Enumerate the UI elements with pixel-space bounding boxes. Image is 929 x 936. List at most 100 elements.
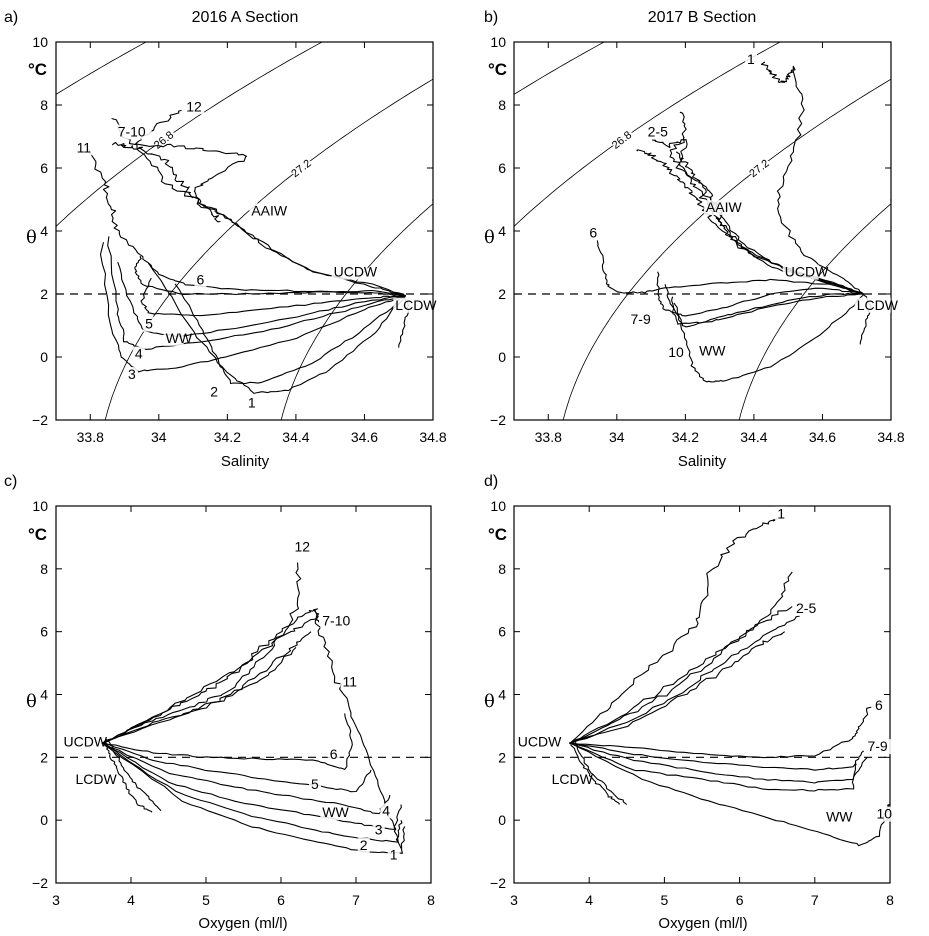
panel-b-y-label: θ: [484, 227, 495, 248]
annotation-bg: [320, 613, 357, 629]
annotation-bg: [872, 698, 885, 714]
y-tick-label: 0: [498, 349, 506, 365]
x-tick-label: 8: [886, 892, 894, 908]
annotation-label: 3: [375, 821, 383, 837]
annotation-bg: [703, 200, 740, 216]
isopycnal-label: 26.4: [476, 101, 500, 124]
profile-line: [101, 647, 297, 744]
annotation-bg: [340, 674, 361, 690]
annotation-label: 3: [128, 366, 136, 382]
panel-a-letter: a): [4, 9, 18, 26]
profile-line: [570, 742, 865, 771]
annotation-label: 11: [343, 674, 358, 690]
x-tick-label: 34.4: [740, 429, 767, 445]
annotation-bg: [163, 330, 184, 346]
panel-b: b) 2017 B Section 2626.426.827.227.62828…: [35, 9, 912, 470]
annotation-bg: [824, 809, 845, 825]
y-tick-label: −2: [490, 412, 506, 428]
x-tick-label: 34.8: [877, 429, 904, 445]
panel-d: d) 3 4 5 6 7 8 −2 0 2 4 6 8 10 1 2-5 6 UCDW 7-9 LCDW WW 10…: [484, 473, 895, 932]
profile-line: [140, 277, 406, 317]
annotation-bg: [372, 822, 385, 838]
annotation-bg: [549, 772, 586, 788]
y-tick-label: 0: [40, 349, 48, 365]
panel-b-profiles: [596, 61, 872, 383]
isopycnal-27-6: [280, 203, 433, 420]
annotation-label: 2: [210, 383, 218, 399]
isopycnal-label: 28.4: [632, 378, 656, 401]
panel-d-profiles: [568, 518, 890, 847]
annotation-bg: [143, 316, 156, 332]
annotation-bg: [320, 805, 341, 821]
profile-line: [568, 742, 857, 792]
annotation-bg: [125, 367, 138, 383]
profile-line: [313, 608, 402, 849]
annotation-label: 6: [197, 272, 205, 288]
isopycnal-28-4: [633, 42, 929, 420]
panel-b-annotations: 1 2-5 AAIW 6 UCDW LCDW 7-9 10 WW: [587, 51, 899, 360]
annotation-label: UCDW: [518, 733, 562, 749]
annotation-label: 1: [248, 394, 256, 410]
y-tick-label: 2: [498, 749, 506, 765]
x-tick-label: 33.8: [535, 429, 562, 445]
annotation-label: 5: [311, 776, 319, 792]
panel-d-annotations: 1 2-5 6 UCDW 7-9 LCDW WW 10: [515, 506, 895, 825]
annotation-label: 6: [589, 224, 597, 240]
panel-a-title: 2016 A Section: [192, 9, 299, 26]
annotation-label: 1: [390, 846, 398, 862]
y-tick-label: 0: [40, 812, 48, 828]
annotation-label: 1: [777, 506, 785, 522]
isopycnal-26-8: [56, 42, 323, 227]
profile-line: [135, 109, 406, 297]
annotation-bg: [61, 734, 98, 750]
y-tick-label: 6: [498, 160, 506, 176]
panel-b-title: 2017 B Section: [648, 9, 757, 26]
profile-line: [569, 518, 778, 745]
panel-a-y-ticks: −2 0 2 4 6 8 10: [32, 34, 433, 428]
annotation-bg: [115, 124, 152, 140]
isopycnal-label: 27.6: [888, 186, 912, 209]
isopycnal-label-bg: [344, 76, 370, 89]
profile-line: [134, 256, 406, 297]
isopycnal-26-8: [514, 42, 781, 227]
y-tick-label: −2: [32, 875, 48, 891]
annotation-label: WW: [322, 804, 349, 820]
profile-line: [103, 631, 312, 744]
profile-line: [671, 293, 864, 328]
panel-c-profiles: [101, 562, 406, 854]
isopycnal-label-bg: [150, 132, 177, 146]
panel-c-y-ticks: −2 0 2 4 6 8 10: [32, 498, 431, 891]
x-tick-label: 3: [510, 892, 518, 908]
profile-line: [569, 631, 786, 744]
isopycnal-26: [35, 42, 428, 420]
isopycnal-26-4: [56, 42, 147, 95]
panel-a: a) 2016 A Section 2626.426.827.227.62828…: [4, 9, 929, 470]
annotation-bg: [865, 739, 894, 755]
isopycnal-label-bg: [608, 132, 635, 146]
isopycnal-label-bg: [745, 161, 772, 174]
profile-line: [569, 742, 890, 847]
isopycnal-label: 28: [522, 277, 539, 294]
annotation-label: 2-5: [648, 124, 668, 140]
annotation-label: 7-9: [631, 311, 651, 327]
isopycnal-27-2: [104, 78, 433, 420]
annotation-label: 1: [747, 51, 755, 67]
annotation-bg: [249, 203, 286, 219]
panel-a-x-ticks: 33.8 34 34.2 34.4 34.6 34.8: [77, 42, 447, 445]
annotation-label: 12: [295, 539, 311, 555]
panel-b-letter: b): [484, 9, 498, 26]
y-tick-label: 8: [40, 561, 48, 577]
profile-line: [101, 742, 391, 815]
panel-d-y-label: θ: [484, 691, 495, 712]
y-tick-label: 10: [490, 34, 506, 50]
y-tick-label: 2: [40, 749, 48, 765]
isopycnal-label-bg: [428, 189, 433, 203]
annotation-label: 5: [145, 316, 153, 332]
x-tick-label: 34.6: [351, 429, 378, 445]
isopycnal-label-bg: [516, 278, 542, 291]
x-tick-label: 34.4: [282, 429, 309, 445]
y-tick-label: 10: [32, 34, 48, 50]
